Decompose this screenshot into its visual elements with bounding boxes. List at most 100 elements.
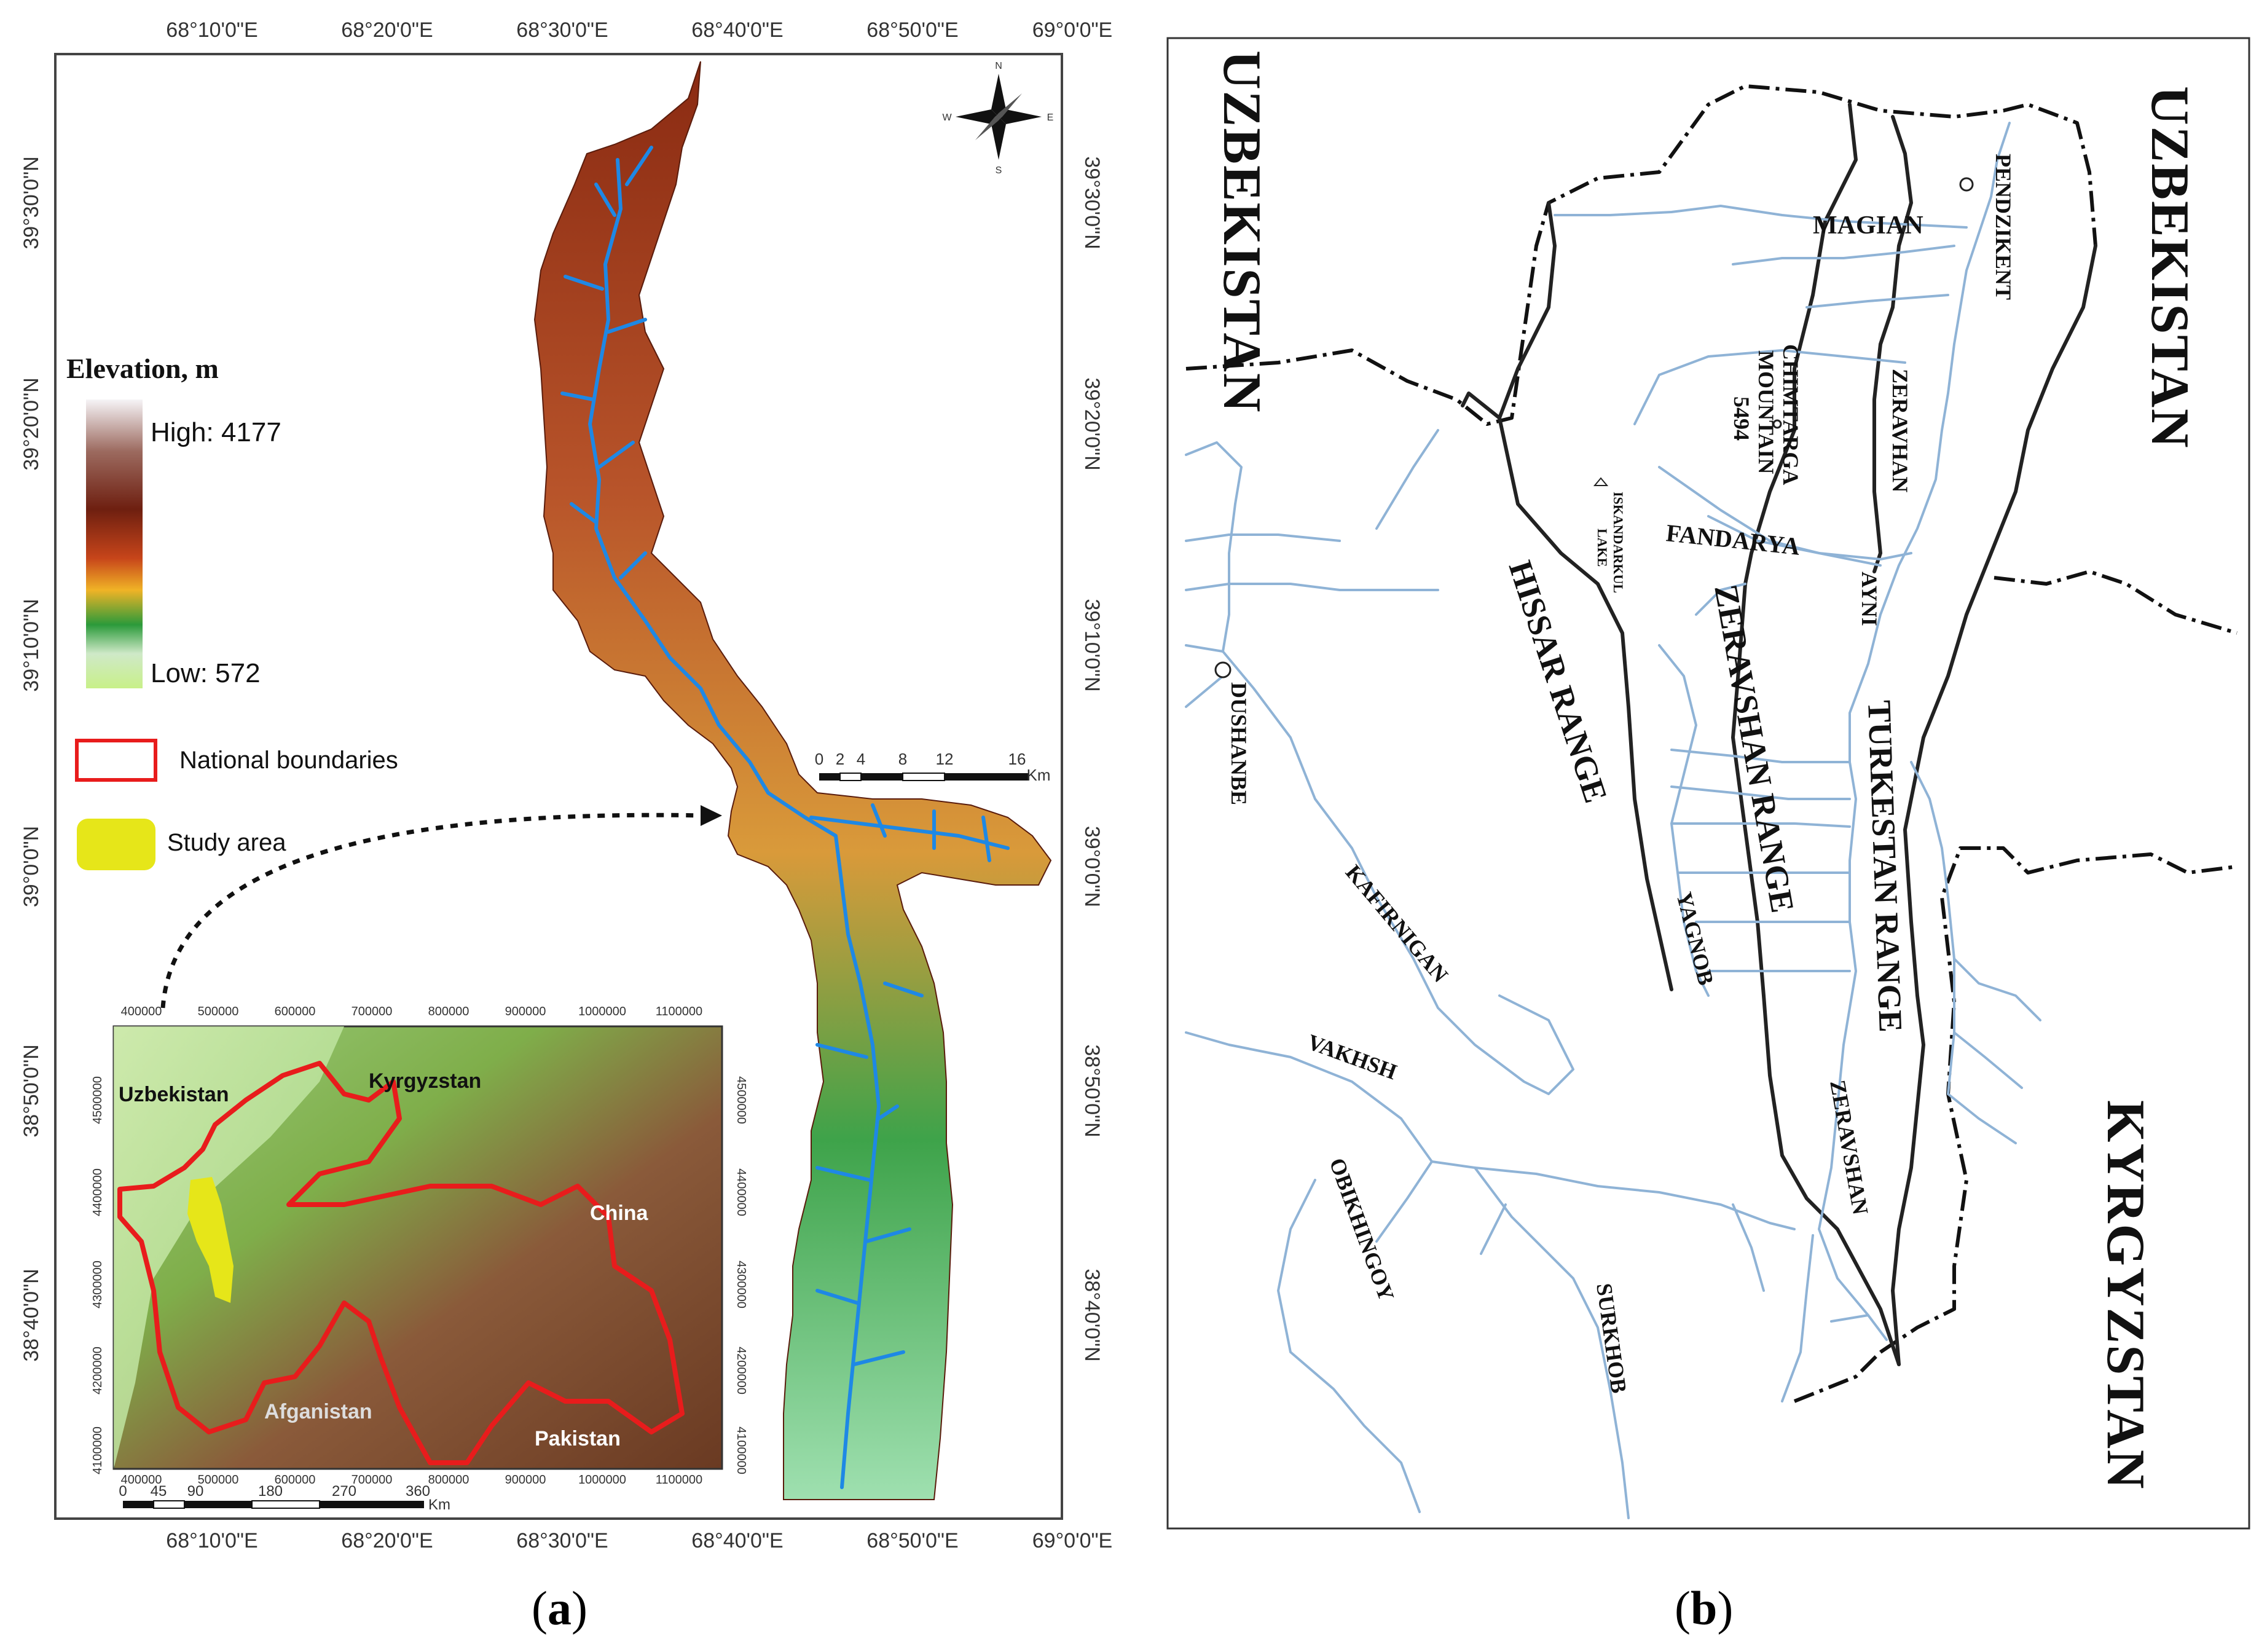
inset-x-label: 1000000 [578,1005,626,1018]
scale-bar-segment [945,773,1028,781]
scale-tick-label: 16 [1008,750,1026,768]
compass-west-point [956,109,999,124]
inset-y-label: 4400000 [91,1168,104,1216]
lat-label: 39°20'0"N [20,377,43,470]
scale-tick-label: 4 [857,750,865,768]
border-line [1994,570,2237,635]
inset-x-label: 600000 [275,1473,316,1487]
country-label-uzbekistan-west: UZBEKISTAN [1212,50,1271,414]
legend-study-area-label: Study area [167,829,286,856]
inset-y-label: 4500000 [91,1076,104,1124]
inset-x-label: 500000 [198,1005,239,1018]
study-area-elevation-map [533,61,1052,1500]
caption-b-letter: b [1690,1581,1718,1635]
east-tributaries [1910,761,2041,1144]
country-labels: UZBEKISTAN UZBEKISTAN KYRGYZSTAN [1212,50,2199,1490]
inset-x-label: 1100000 [656,1473,702,1487]
surkhob-river [1474,1166,1630,1519]
inset-x-label: 400000 [121,1005,162,1018]
zeravshan-river [1818,122,2011,1341]
range-tributaries [1670,749,1851,972]
lon-label: 68°10'0"E [166,18,257,42]
mountain-elevation-label: 5494 [1729,396,1754,441]
lon-label: 68°50'0"E [866,18,958,42]
inset-scale-segment [123,1501,154,1508]
compass-east-point [999,109,1042,124]
lon-label: 68°20'0"E [341,1529,433,1552]
fandarya-river [1707,515,1912,560]
inset-country-label: China [590,1202,649,1225]
locator-arrow-head [701,805,722,826]
scale-bar-segment [902,773,945,781]
lat-label: 38°40'0"N [20,1268,43,1361]
place-labels: PENDZIKENT AYNI DUSHANBE CHIMTARGA MOUNT… [1227,154,2016,805]
study-area-rivers [560,146,1010,1489]
obikhingoy-river [1277,1179,1421,1513]
compass-south-point [991,117,1006,160]
river-label-magian: MAGIAN [1813,211,1923,240]
inset-x-label: 900000 [505,1005,546,1018]
place-label-pendzikent: PENDZIKENT [1991,154,2016,300]
lon-label: 68°50'0"E [866,1529,958,1552]
country-label-uzbekistan-east: UZBEKISTAN [2140,86,2199,449]
tributary-river [809,803,1010,862]
lon-label: 68°30'0"E [516,18,608,42]
tributary-river [560,146,653,580]
inset-x-label: 800000 [428,1005,469,1018]
range-line [1872,115,1913,573]
west-tributaries [1185,429,1439,708]
inset-country-label: Uzbekistan [119,1083,229,1106]
caption-a-close: ) [571,1581,587,1635]
left-latitude-labels: 39°30'0"N 39°20'0"N 39°10'0"N 39°0'0"N 3… [20,156,43,1361]
scale-unit-label: Km [1027,766,1051,784]
inset-scale-segment [320,1501,424,1508]
lat-label: 39°30'0"N [1080,156,1104,249]
compass-w-label: W [942,112,952,123]
panel-b-frame [1166,37,2250,1530]
legend-low-label: Low: 572 [151,658,261,688]
scale-tick-label: 2 [836,750,844,768]
lon-label: 68°30'0"E [516,1529,608,1552]
rivers-b [1185,122,2041,1519]
compass-rose: N S E W [942,61,1053,176]
inset-y-label: 4500000 [734,1076,748,1124]
panel-a: 68°10'0"E 68°20'0"E 68°30'0"E 68°40'0"E … [20,18,1112,1552]
scale-bar-segment [861,773,903,781]
lat-label: 38°40'0"N [1080,1268,1104,1361]
place-label-dushanbe: DUSHANBE [1227,682,1251,805]
border-line [1793,1350,1882,1403]
compass-diagonal-points [975,93,1022,140]
scale-tick-label: 0 [815,750,823,768]
compass-e-label: E [1047,112,1054,123]
legend-high-label: High: 4177 [151,417,281,447]
lat-label: 39°20'0"N [1080,377,1104,470]
inset-x-label: 800000 [428,1473,469,1487]
lake-label-line2: LAKE [1595,529,1610,567]
compass-n-label: N [995,61,1002,71]
south-tributaries [1375,1160,1869,1402]
inset-y-label: 4200000 [91,1347,104,1394]
range-line [1498,201,1673,991]
inset-lowland [114,1026,344,1469]
dushanbe-marker [1214,661,1232,678]
inset-x-label: 400000 [121,1473,162,1487]
mountain-label-line2: MOUNTAIN [1754,350,1778,474]
pendzikent-marker [1959,177,1974,192]
panel-b: UZBEKISTAN UZBEKISTAN KYRGYZSTAN HISSAR … [1166,37,2250,1530]
scale-bar-segment [839,773,862,781]
inset-map: Uzbekistan Kyrgyzstan China Afganistan P… [91,1005,748,1513]
lon-label: 68°40'0"E [691,18,783,42]
river-label-zeravhan: ZERAVHAN [1888,369,1912,492]
lon-label: 68°20'0"E [341,18,433,42]
right-latitude-labels: 39°30'0"N 39°20'0"N 39°10'0"N 39°0'0"N 3… [1080,156,1104,1361]
lat-label: 39°10'0"N [20,599,43,691]
inset-y-label: 4100000 [734,1426,748,1474]
inset-x-label: 600000 [275,1005,316,1018]
main-river [588,158,881,1489]
mountain-label-line1: CHIMTARGA [1778,344,1803,485]
scale-bar: 0 2 4 8 12 16 Km [815,750,1051,784]
range-line [1891,244,2097,1366]
inset-x-label: 1100000 [656,1005,702,1018]
range-lines [1461,103,2097,1366]
